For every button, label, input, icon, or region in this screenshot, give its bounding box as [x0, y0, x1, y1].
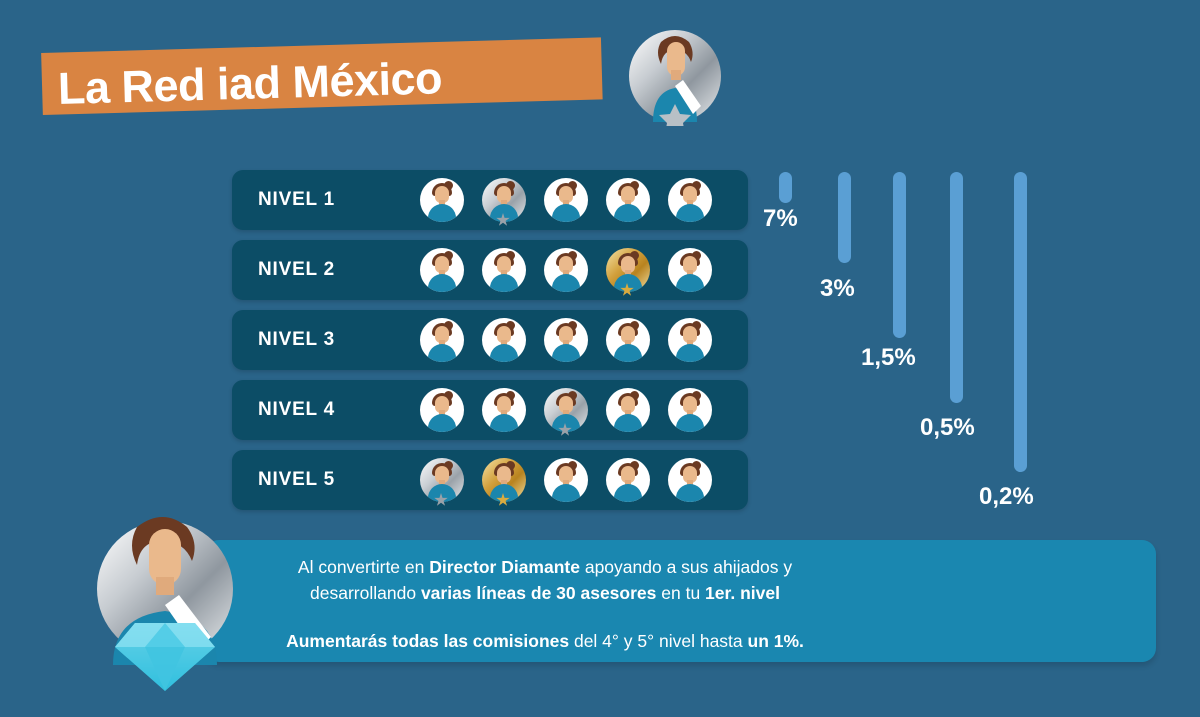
avatar	[544, 248, 588, 292]
avatar	[668, 388, 712, 432]
footer-p1-bold-c: 1er. nivel	[705, 583, 780, 603]
footer-text: Al convertirte en Director Diamante apoy…	[130, 548, 960, 654]
commission-bar-label: 1,5%	[861, 344, 916, 371]
person-silver-badge-icon	[623, 22, 727, 134]
avatar	[482, 248, 526, 292]
avatar-gold	[606, 248, 650, 296]
commission-bar	[893, 172, 906, 338]
avatar	[420, 318, 464, 362]
level-label: NIVEL 4	[258, 399, 336, 420]
level-avatars	[420, 178, 712, 226]
footer-banner	[205, 540, 1156, 662]
avatar	[482, 388, 526, 432]
level-avatars	[420, 458, 712, 506]
footer-p1-text-d: en tu	[656, 583, 706, 603]
diamond-icon	[115, 623, 215, 691]
footer-p2-text-a: del 4° y 5° nivel hasta	[569, 631, 748, 651]
avatar	[544, 178, 588, 222]
footer-paragraph-1: Al convertirte en Director Diamante apoy…	[130, 554, 960, 606]
avatar-silver	[482, 178, 526, 226]
commission-bar	[950, 172, 963, 403]
level-row[interactable]: NIVEL 3	[232, 310, 748, 370]
person-diamond-director-icon	[85, 505, 250, 695]
level-label: NIVEL 5	[258, 469, 336, 490]
commission-bar-label: 7%	[763, 205, 798, 232]
avatar	[482, 318, 526, 362]
level-row[interactable]: NIVEL 2	[232, 240, 748, 300]
avatar	[668, 458, 712, 502]
footer-p1-text-c: desarrollando	[310, 583, 421, 603]
level-avatars	[420, 388, 712, 436]
avatar	[606, 318, 650, 362]
footer-p2-bold-b: un 1%.	[747, 631, 804, 651]
commission-bar	[779, 172, 792, 203]
level-avatars	[420, 248, 712, 296]
avatar	[544, 458, 588, 502]
avatar-silver	[420, 458, 464, 506]
levels-list: NIVEL 1 NIVEL 2 NIVEL 3	[232, 170, 748, 520]
avatar	[606, 388, 650, 432]
avatar	[668, 248, 712, 292]
avatar	[606, 178, 650, 222]
footer-p1-text-a: Al convertirte en	[297, 557, 430, 577]
avatar	[420, 248, 464, 292]
footer-p1-text-b: apoyando a sus ahijados y	[579, 557, 793, 577]
avatar-gold	[482, 458, 526, 506]
commission-bar-label: 3%	[820, 275, 855, 302]
commission-bar	[838, 172, 851, 263]
level-row[interactable]: NIVEL 5	[232, 450, 748, 510]
avatar	[420, 388, 464, 432]
footer-p1-bold-b: varias líneas de 30 asesores	[420, 583, 657, 603]
commission-bar-label: 0,5%	[920, 414, 975, 441]
avatar	[606, 458, 650, 502]
avatar-silver	[544, 388, 588, 436]
footer-paragraph-2: Aumentarás todas las comisiones del 4° y…	[130, 628, 960, 654]
level-row[interactable]: NIVEL 4	[232, 380, 748, 440]
footer-p2-bold-a: Aumentarás todas las comisiones	[286, 631, 570, 651]
level-label: NIVEL 2	[258, 259, 336, 280]
level-avatars	[420, 318, 712, 362]
level-row[interactable]: NIVEL 1	[232, 170, 748, 230]
footer-p1-bold-a: Director Diamante	[429, 557, 580, 577]
avatar	[420, 178, 464, 222]
avatar	[668, 178, 712, 222]
level-label: NIVEL 3	[258, 329, 336, 350]
level-label: NIVEL 1	[258, 189, 336, 210]
avatar	[668, 318, 712, 362]
commission-bar-label: 0,2%	[979, 483, 1034, 510]
avatar	[544, 318, 588, 362]
commission-bar	[1014, 172, 1027, 472]
